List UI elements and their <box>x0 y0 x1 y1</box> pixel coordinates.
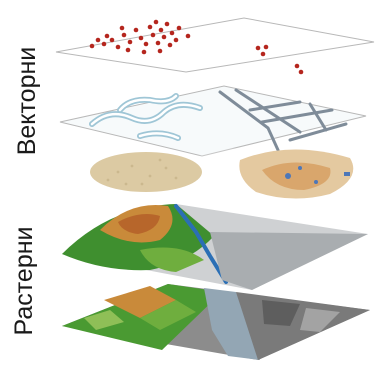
lines-layer <box>59 85 367 157</box>
points-layer <box>55 17 375 75</box>
sand-patch <box>90 152 202 192</box>
points-layer-sheet <box>55 17 375 73</box>
terrain-raster <box>62 204 368 290</box>
raster-layers-label: Растерни <box>10 226 38 336</box>
point-markers <box>89 19 304 75</box>
river-raster <box>174 204 228 284</box>
surface-layer <box>86 148 368 206</box>
vector-layers-label: Векторни <box>13 46 41 156</box>
road-lines <box>218 88 348 152</box>
river-landcover <box>204 288 260 360</box>
landcover-raster <box>62 284 370 360</box>
